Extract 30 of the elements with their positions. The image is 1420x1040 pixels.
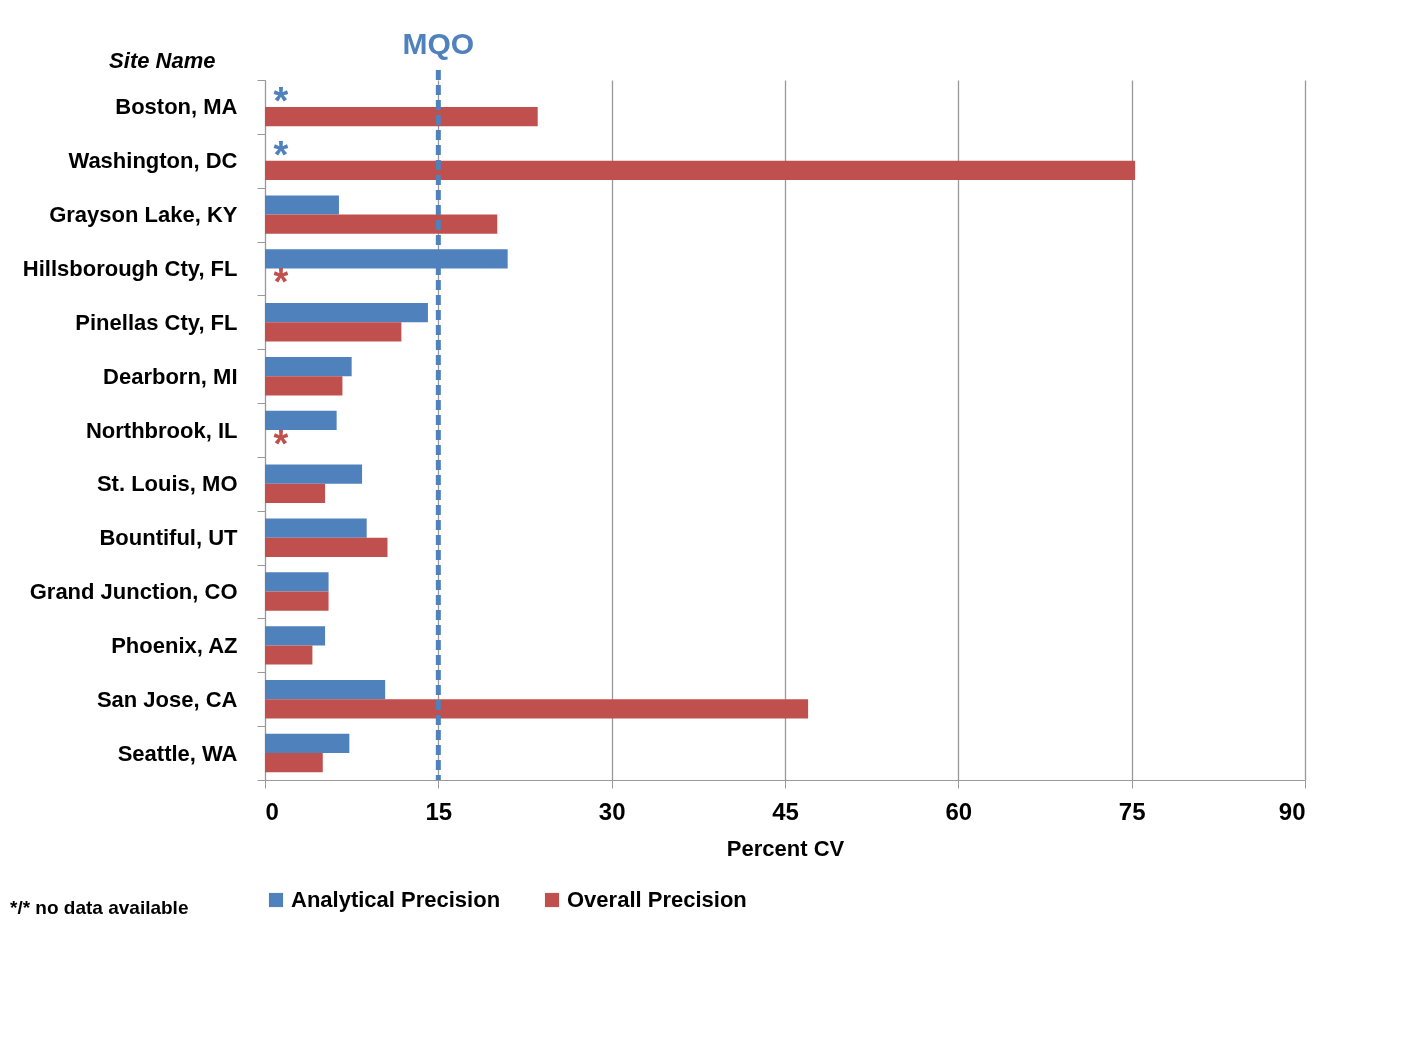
y-tick-label: Bountiful, UT [99, 525, 239, 551]
y-tick-label: Grayson Lake, KY [49, 202, 238, 228]
x-tick-label: 90 [1278, 797, 1306, 825]
x-tick-label: 60 [945, 797, 973, 825]
y-tick-label: Northbrook, IL [85, 417, 238, 443]
y-tick-label: Dearborn, MI [103, 363, 238, 389]
x-tick-label: 0 [265, 797, 279, 825]
y-tick-label: St. Louis, MO [96, 471, 238, 497]
y-tick-label: Grand Junction, CO [29, 579, 238, 605]
x-tick-label: 15 [425, 797, 453, 825]
annotation: * [273, 261, 289, 304]
legend-label: Overall Precision [567, 887, 747, 912]
y-tick-label: Washington, DC [68, 148, 238, 174]
y-tick-label: San Jose, CA [96, 686, 238, 712]
y-tick-label: Seattle, WA [117, 740, 238, 766]
x-tick-label: 75 [1118, 797, 1146, 825]
y-tick-label: Phoenix, AZ [111, 632, 238, 658]
x-tick-label: 45 [772, 797, 799, 825]
x-axis-title: Percent CV [726, 835, 845, 861]
x-tick-label: 30 [598, 797, 626, 825]
y-tick-label: Pinellas Cty, FL [75, 309, 238, 335]
ref-line-label: MQO [402, 27, 475, 60]
annotation: * [273, 80, 289, 123]
legend-label: Analytical Precision [291, 887, 501, 912]
annotation: * [273, 134, 289, 177]
annotation: * [273, 422, 289, 465]
text: */* no data available [10, 897, 189, 918]
y-tick-label: Hillsborough Cty, FL [22, 255, 238, 281]
y-tick-label: Boston, MA [115, 94, 238, 120]
y-axis-title: Site Name [109, 47, 216, 73]
